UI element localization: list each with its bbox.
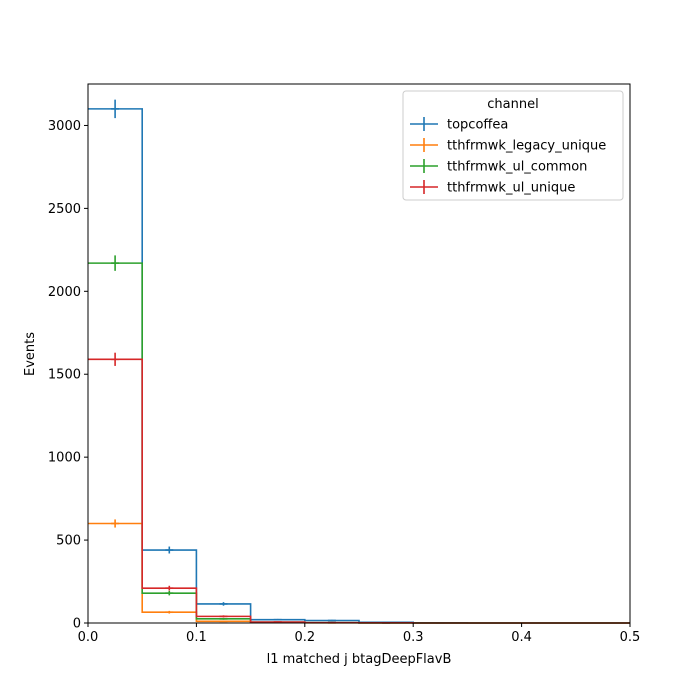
y-axis-label: Events xyxy=(23,332,38,376)
legend-item: topcoffea xyxy=(410,117,508,133)
y-tick-label: 2500 xyxy=(48,202,81,217)
legend-item: tthfrmwk_ul_unique xyxy=(410,180,575,196)
x-axis: 0.0 0.1 0.2 0.3 0.4 0.5 xyxy=(78,623,641,645)
legend-items: topcoffea tthfrmwk_legacy_unique tthfrmwk_… xyxy=(410,117,606,196)
axes-frame xyxy=(87,83,631,624)
x-axis-label: l1 matched j btagDeepFlavB xyxy=(267,652,452,667)
y-tick-label: 1500 xyxy=(48,368,81,383)
x-tick-label: 0.2 xyxy=(294,630,315,645)
x-tick-label: 0.0 xyxy=(78,630,99,645)
legend-label: tthfrmwk_legacy_unique xyxy=(447,139,606,154)
y-tick-label: 2000 xyxy=(48,285,81,300)
x-tick-label: 0.5 xyxy=(620,630,641,645)
legend-item: tthfrmwk_ul_common xyxy=(410,159,587,175)
legend-item: tthfrmwk_legacy_unique xyxy=(410,138,606,154)
y-axis: 0 500 1000 1500 2000 2500 3000 xyxy=(48,119,88,632)
legend-label: tthfrmwk_ul_common xyxy=(447,160,587,175)
y-tick-label: 500 xyxy=(56,534,81,549)
legend-box xyxy=(402,90,624,201)
legend-label: tthfrmwk_ul_unique xyxy=(447,181,575,196)
y-tick-label: 0 xyxy=(73,617,81,632)
y-tick-label: 3000 xyxy=(48,119,81,134)
x-tick-label: 0.4 xyxy=(511,630,532,645)
legend-label: topcoffea xyxy=(447,118,508,133)
y-tick-label: 1000 xyxy=(48,451,81,466)
x-tick-label: 0.1 xyxy=(186,630,207,645)
legend-title: channel xyxy=(487,97,538,112)
legend: channel topcoffeatthfrmwk_legacy_uniquet… xyxy=(402,90,624,201)
x-tick-label: 0.3 xyxy=(403,630,424,645)
